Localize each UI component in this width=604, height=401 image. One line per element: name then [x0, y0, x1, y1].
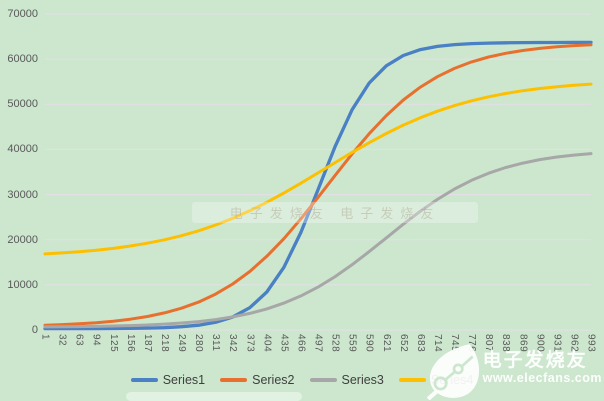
- x-tick-label: 63: [73, 334, 85, 347]
- x-tick-label: 466: [295, 334, 307, 353]
- x-tick-label: 218: [158, 334, 170, 353]
- x-tick-label: 497: [312, 334, 324, 353]
- x-tick-label: 125: [107, 334, 119, 353]
- x-tick-label: 373: [244, 334, 256, 353]
- x-tick-label: 342: [227, 334, 239, 353]
- legend-item-series2: Series2: [220, 373, 295, 387]
- x-tick-label: 156: [124, 334, 136, 353]
- legend-label: Series1: [162, 373, 206, 387]
- watermark-url: www.elecfans.com: [482, 371, 602, 385]
- x-tick-label: 621: [380, 334, 392, 353]
- legend-item-series3: Series3: [309, 373, 384, 387]
- y-tick-label: 60000: [7, 53, 38, 66]
- series-line-series4: [43, 82, 593, 256]
- legend-marker: [398, 378, 426, 382]
- x-tick-label: 745: [449, 334, 460, 353]
- bottom-watermark-fragment: [126, 392, 302, 401]
- y-tick-label: 0: [31, 324, 38, 336]
- x-tick-label: 590: [363, 334, 375, 353]
- legend-item-series1: Series1: [130, 373, 206, 387]
- legend-label: Series2: [252, 373, 295, 387]
- y-tick-label: 70000: [7, 8, 38, 20]
- center-watermark: 电子发烧友 电子发烧友: [192, 202, 478, 223]
- y-tick-label: 20000: [7, 233, 38, 246]
- chart-legend: Series1Series2Series3Series4: [0, 373, 604, 387]
- x-tick-label: 404: [261, 334, 273, 353]
- x-tick-label: 94: [90, 334, 102, 347]
- series-line-series3: [43, 152, 593, 329]
- x-tick-label: 869: [517, 334, 529, 353]
- corner-watermark-text: 电子发烧友 www.elecfans.com: [483, 351, 602, 391]
- x-tick-label: 807: [483, 334, 495, 353]
- x-tick-label: 714: [431, 334, 443, 353]
- x-tick-label: 311: [210, 334, 222, 352]
- y-tick-label: 10000: [7, 278, 38, 291]
- x-tick-label: 559: [346, 334, 358, 353]
- series-line-series2: [43, 43, 593, 327]
- x-tick-label: 32: [56, 334, 68, 347]
- x-tick-label: 683: [414, 334, 426, 353]
- legend-label: Series3: [341, 373, 384, 387]
- x-tick-label: 838: [500, 334, 512, 353]
- x-tick-label: 249: [176, 334, 187, 353]
- series-line-series1: [43, 40, 593, 331]
- legend-marker: [309, 378, 337, 382]
- x-tick-label: 962: [568, 334, 580, 353]
- x-tick-label: 776: [466, 334, 478, 353]
- y-tick-label: 50000: [7, 98, 38, 111]
- elecfans-logo-icon: [424, 342, 482, 401]
- x-tick-label: 187: [141, 334, 153, 353]
- x-tick-label: 1: [39, 334, 51, 341]
- x-tick-label: 280: [193, 334, 205, 353]
- x-tick-label: 993: [585, 334, 597, 353]
- watermark-brand: 电子发烧友: [482, 350, 588, 372]
- legend-marker: [130, 378, 158, 382]
- y-tick-label: 40000: [7, 143, 38, 156]
- x-tick-label: 435: [278, 334, 290, 353]
- x-tick-label: 528: [329, 334, 341, 353]
- legend-marker: [220, 378, 248, 382]
- y-tick-label: 30000: [7, 188, 38, 201]
- x-tick-label: 652: [397, 334, 409, 353]
- x-tick-label: 931: [551, 334, 563, 353]
- corner-watermark: 电子发烧友 www.elecfans.com: [424, 342, 602, 401]
- x-tick-label: 900: [534, 334, 546, 353]
